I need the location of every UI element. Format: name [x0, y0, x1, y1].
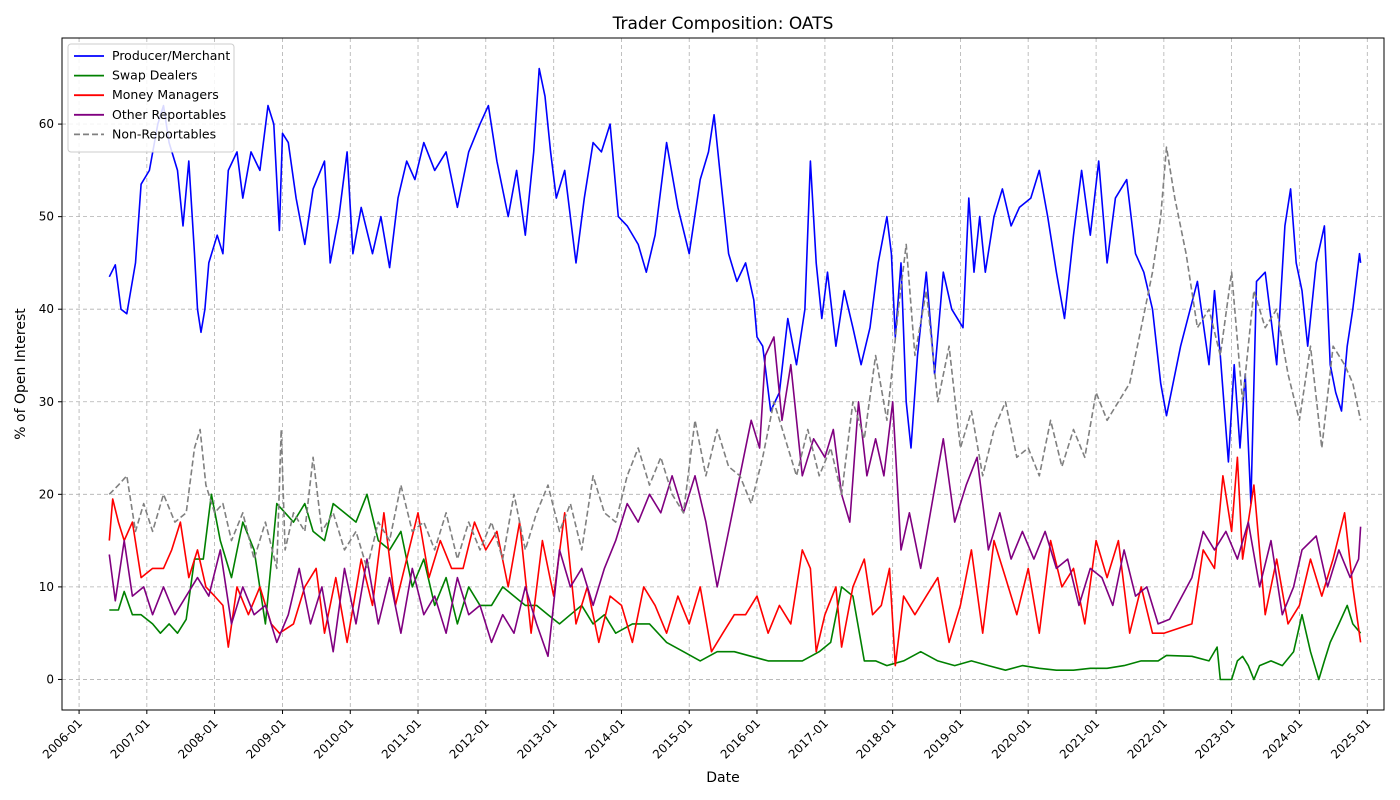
legend: Producer/Merchant Swap Dealers Money Manag… — [67, 43, 235, 153]
y-axis-ticks: 0 10 20 30 40 50 60 — [39, 117, 62, 686]
legend-label: Producer/Merchant — [112, 48, 230, 63]
y-tick-label: 30 — [39, 395, 54, 409]
legend-label: Non-Reportables — [112, 126, 216, 141]
y-tick-label: 20 — [39, 487, 54, 501]
legend-label: Other Reportables — [112, 107, 226, 122]
series-line-4 — [108, 336, 1362, 658]
series-line-5 — [108, 146, 1362, 570]
y-tick-label: 60 — [39, 117, 54, 131]
y-tick-label: 50 — [39, 210, 54, 224]
y-tick-label: 0 — [46, 672, 54, 686]
plot-frame — [61, 37, 1385, 711]
series-line-2 — [109, 493, 1362, 681]
x-axis-label: Date — [706, 770, 739, 786]
legend-label: Swap Dealers — [112, 68, 198, 83]
y-tick-label: 40 — [39, 302, 54, 316]
series-line-1 — [108, 67, 1362, 505]
y-axis-label: % of Open Interest — [13, 308, 29, 440]
y-tick-label: 10 — [39, 580, 54, 594]
chart-title: Trader Composition: OATS — [612, 14, 834, 34]
series-layer — [108, 67, 1362, 681]
series-line-3 — [108, 456, 1362, 667]
legend-label: Money Managers — [112, 87, 219, 102]
legend-box — [67, 43, 235, 153]
